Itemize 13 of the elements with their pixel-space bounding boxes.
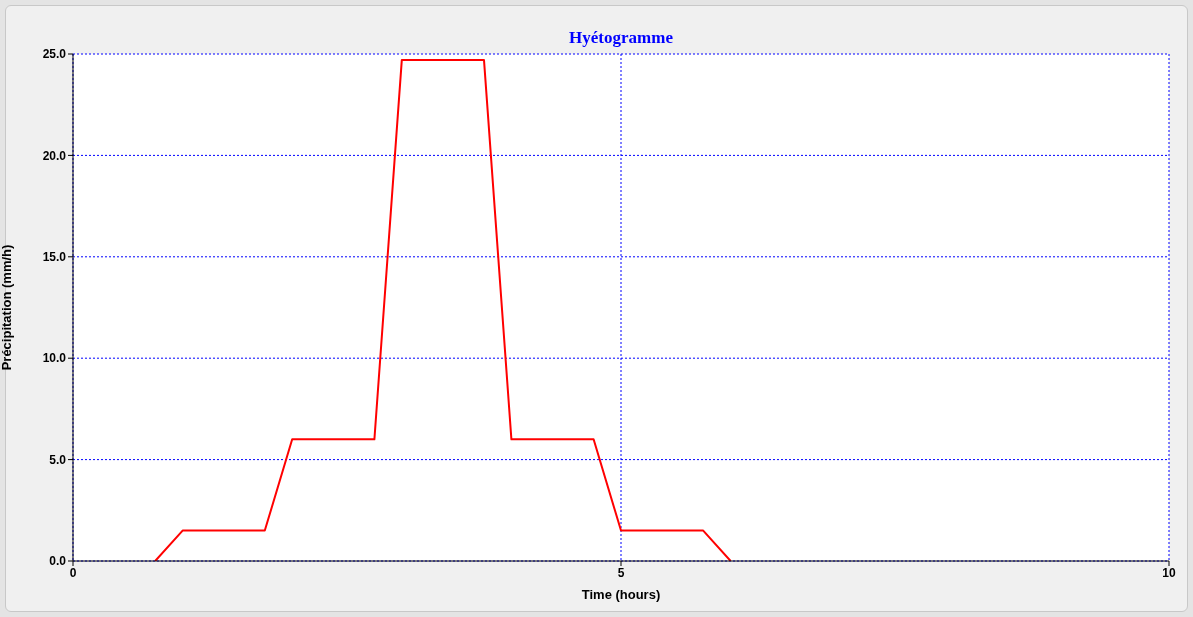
y-tick-label: 0.0 bbox=[49, 554, 67, 569]
y-axis-title: Précipitation (mm/h) bbox=[0, 244, 14, 371]
y-tick-label: 5.0 bbox=[49, 452, 67, 467]
y-tick-label: 20.0 bbox=[42, 148, 67, 163]
x-axis-title: Time (hours) bbox=[581, 587, 661, 602]
y-tick-label: 25.0 bbox=[42, 47, 67, 62]
chart-title: Hyétogramme bbox=[568, 28, 674, 48]
y-tick-label: 15.0 bbox=[42, 250, 67, 265]
x-tick-label: 0 bbox=[69, 565, 77, 580]
x-tick-label: 5 bbox=[617, 565, 625, 580]
line-series bbox=[154, 59, 732, 561]
y-tick-label: 10.0 bbox=[42, 351, 67, 366]
x-tick-label: 10 bbox=[1162, 565, 1176, 580]
